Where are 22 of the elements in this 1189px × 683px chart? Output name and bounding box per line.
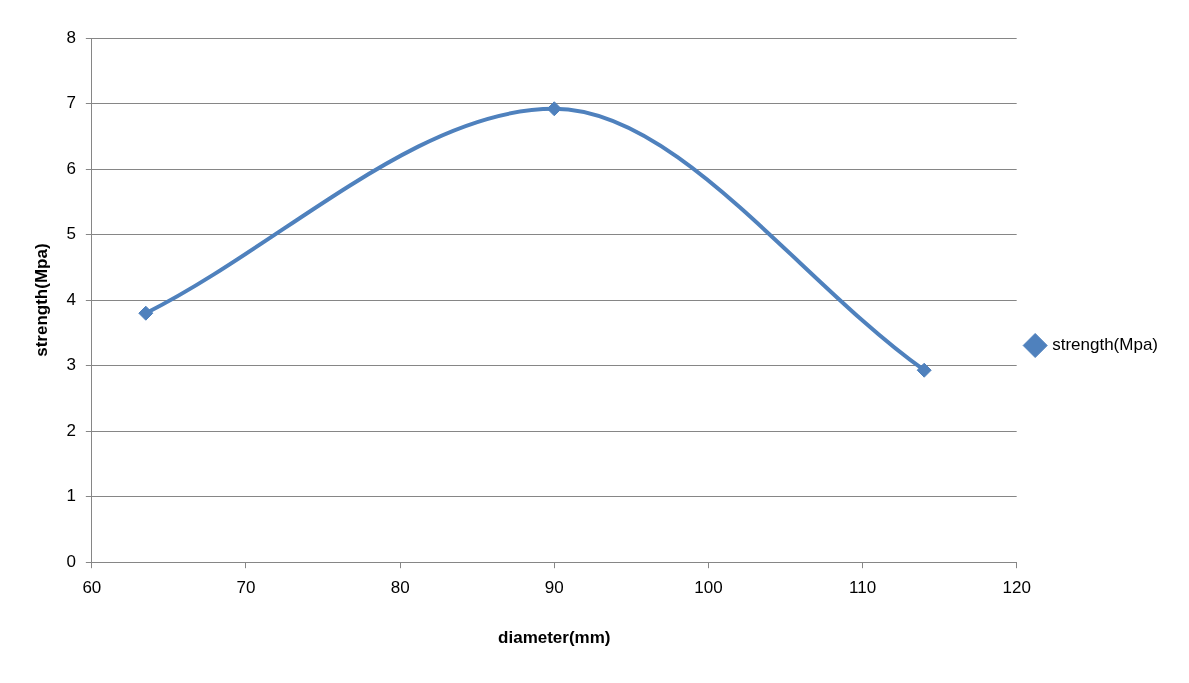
x-tick-label: 90 xyxy=(544,578,564,598)
x-tick-label: 120 xyxy=(1002,578,1031,598)
y-tick-label: 2 xyxy=(66,420,76,440)
y-axis-title: strength(Mpa) xyxy=(31,243,51,357)
y-tick-label: 5 xyxy=(66,224,76,244)
x-tick-label: 70 xyxy=(236,578,256,598)
point xyxy=(546,101,562,117)
y-tick-label: 6 xyxy=(66,158,76,178)
y-tick-label: 4 xyxy=(66,289,76,309)
y-tick-label: 0 xyxy=(66,551,76,571)
x-tick-label: 110 xyxy=(848,578,877,598)
x-tick-label: 80 xyxy=(390,578,410,598)
x-axis-title: diameter(mm) xyxy=(498,628,611,648)
point xyxy=(138,305,154,321)
x-tick-label: 60 xyxy=(82,578,102,598)
x-tick-label: 100 xyxy=(694,578,723,598)
y-tick-label: 3 xyxy=(66,355,76,375)
y-tick-label: 8 xyxy=(66,27,76,47)
y-tick-label: 7 xyxy=(66,93,76,113)
y-tick-label: 1 xyxy=(66,486,76,506)
point xyxy=(916,362,932,378)
legend-label: strength(Mpa) xyxy=(1052,335,1159,355)
